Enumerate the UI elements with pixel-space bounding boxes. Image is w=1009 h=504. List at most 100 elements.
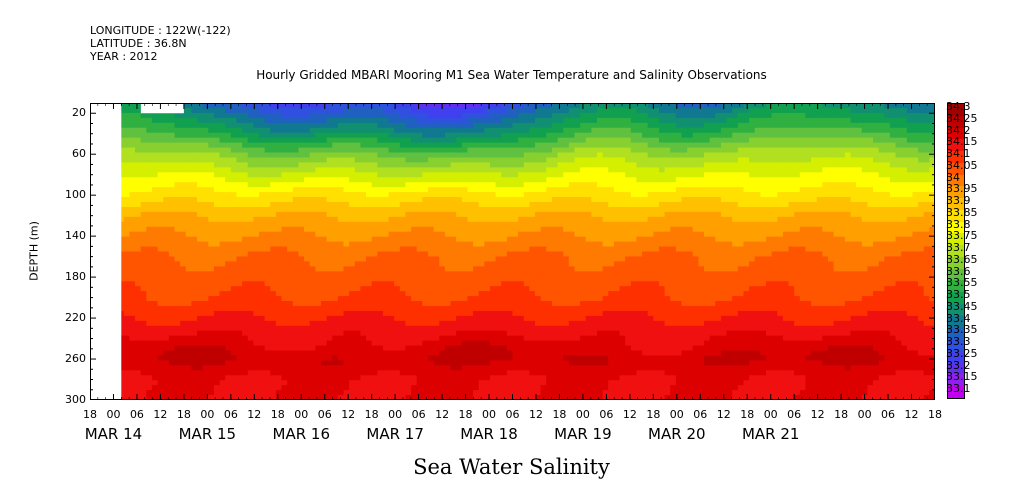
heatmap-cell — [191, 206, 198, 213]
heatmap-cell — [185, 395, 192, 400]
heatmap-cell — [326, 330, 333, 337]
heatmap-cell — [478, 172, 485, 178]
heatmap-cell — [123, 167, 131, 173]
heatmap-cell — [304, 271, 311, 277]
heatmap-cell — [157, 355, 164, 361]
heatmap-cell — [270, 182, 277, 188]
heatmap-cell — [320, 271, 328, 277]
heatmap-cell — [484, 375, 491, 381]
heatmap-cell — [388, 315, 395, 322]
heatmap-cell — [320, 310, 328, 317]
heatmap-cell — [185, 132, 192, 139]
heatmap-cell — [230, 390, 238, 396]
heatmap-cell — [422, 162, 429, 168]
heatmap-cell — [247, 291, 254, 297]
heatmap-cell — [428, 147, 435, 154]
heatmap-cell — [489, 370, 497, 376]
heatmap-cell — [337, 177, 345, 183]
heatmap-cell — [540, 365, 547, 371]
heatmap-cell — [208, 355, 215, 361]
heatmap-cell — [163, 350, 170, 357]
heatmap-cell — [197, 256, 204, 262]
heatmap-cell — [529, 192, 536, 198]
heatmap-cell — [298, 202, 305, 208]
heatmap-cell — [557, 112, 564, 119]
heatmap-cell — [326, 137, 333, 144]
heatmap-cell — [337, 152, 345, 159]
heatmap-cell — [422, 380, 429, 386]
heatmap-cell — [337, 325, 345, 332]
heatmap-cell — [551, 320, 559, 327]
heatmap-cell — [298, 385, 305, 391]
heatmap-cell — [253, 390, 260, 396]
heatmap-cell — [433, 370, 440, 376]
heatmap-cell — [129, 202, 136, 208]
heatmap-cell — [281, 192, 288, 198]
heatmap-cell — [123, 315, 131, 322]
heatmap-cell — [202, 335, 209, 342]
heatmap-cell — [484, 335, 491, 342]
heatmap-cell — [394, 305, 401, 312]
heatmap-cell — [337, 172, 345, 178]
heatmap-cell — [366, 187, 373, 193]
heatmap-cell — [213, 320, 221, 327]
heatmap-cell — [439, 385, 446, 391]
heatmap-cell — [202, 256, 209, 262]
heatmap-cell — [484, 281, 491, 287]
heatmap-cell — [281, 360, 288, 366]
heatmap-cell — [123, 226, 131, 233]
heatmap-cell — [371, 320, 378, 327]
heatmap-cell — [236, 147, 243, 154]
heatmap-cell — [456, 345, 463, 352]
heatmap-cell — [208, 365, 215, 371]
heatmap-cell — [225, 271, 232, 277]
heatmap-cell — [304, 340, 311, 347]
heatmap-cell — [337, 162, 345, 168]
heatmap-cell — [382, 142, 390, 149]
heatmap-cell — [506, 375, 514, 381]
heatmap-cell — [337, 202, 345, 208]
heatmap-cell — [298, 320, 305, 327]
heatmap-cell — [315, 142, 322, 149]
heatmap-cell — [366, 221, 373, 228]
heatmap-cell — [529, 112, 536, 119]
heatmap-cell — [230, 380, 238, 386]
heatmap-cell — [501, 365, 508, 371]
heatmap-cell — [140, 345, 147, 352]
heatmap-cell — [174, 221, 181, 228]
heatmap-cell — [208, 286, 215, 292]
heatmap-cell — [484, 350, 491, 357]
heatmap-cell — [371, 261, 378, 267]
heatmap-cell — [185, 286, 192, 292]
heatmap-cell — [377, 271, 384, 277]
heatmap-cell — [518, 226, 525, 233]
heatmap-cell — [529, 107, 536, 114]
heatmap-cell — [523, 226, 530, 233]
heatmap-cell — [270, 335, 277, 342]
heatmap-cell — [535, 335, 542, 342]
heatmap-cell — [197, 390, 204, 396]
heatmap-cell — [304, 107, 311, 114]
heatmap-cell — [129, 197, 136, 203]
heatmap-cell — [422, 167, 429, 173]
heatmap-cell — [123, 276, 131, 282]
heatmap-cell — [366, 355, 373, 361]
heatmap-cell — [191, 370, 198, 376]
heatmap-cell — [213, 206, 221, 213]
heatmap-cell — [213, 216, 221, 223]
heatmap-cell — [473, 197, 480, 203]
heatmap-cell — [518, 360, 525, 366]
heatmap-cell — [411, 291, 418, 297]
heatmap-cell — [450, 291, 457, 297]
heatmap-cell — [326, 355, 333, 361]
heatmap-cell — [247, 261, 254, 267]
heatmap-cell — [304, 192, 311, 198]
heatmap-cell — [264, 370, 271, 376]
heatmap-cell — [354, 241, 361, 248]
heatmap-cell — [399, 320, 407, 327]
heatmap-cell — [518, 375, 525, 381]
heatmap-cell — [377, 226, 384, 233]
heatmap-cell — [512, 330, 519, 337]
heatmap-cell — [326, 236, 333, 243]
heatmap-cell — [540, 256, 547, 262]
